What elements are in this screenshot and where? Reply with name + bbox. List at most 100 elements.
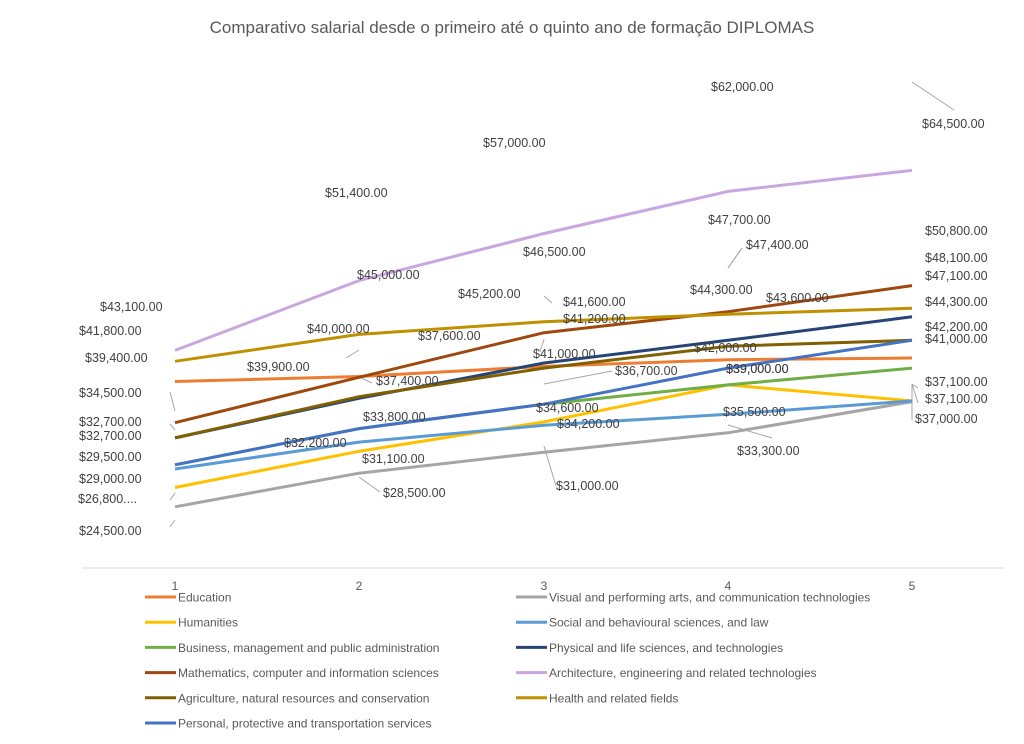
x-tick-label-5: 5 xyxy=(909,579,916,593)
data-label-health-and-related-fields-3: $46,500.00 xyxy=(523,245,586,259)
data-label-mathematics-computer-and-information-sciences-5: $50,800.00 xyxy=(925,224,988,238)
series-lines xyxy=(174,168,913,509)
x-tick-label-1: 1 xyxy=(172,579,179,593)
legend-item-mathematics-computer-and-information-sciences: Mathematics, computer and information sc… xyxy=(145,666,439,680)
data-label-visual-and-performing-arts-and-communication-technologies-5: $37,000.00 xyxy=(915,412,978,426)
data-label-education-4: $42,000.00 xyxy=(694,341,757,355)
leader-line xyxy=(911,383,919,389)
legend-item-health-and-related-fields: Health and related fields xyxy=(516,691,678,705)
data-label-physical-and-life-sciences-and-technologies-1: $32,700.00 xyxy=(79,415,142,429)
data-label-physical-and-life-sciences-and-technologies-5: $47,100.00 xyxy=(925,269,988,283)
leader-line xyxy=(169,519,176,528)
data-label-humanities-5: $37,100.00 xyxy=(925,375,988,389)
series-line-architecture-engineering-and-related-technologies xyxy=(174,168,913,352)
data-label-business-management-and-public-administration-2: $33,800.00 xyxy=(363,410,426,424)
legend-item-architecture-engineering-and-related-technologies: Architecture, engineering and related te… xyxy=(516,666,817,680)
series-line-mathematics-computer-and-information-sciences xyxy=(174,284,913,425)
x-tick-label-4: 4 xyxy=(725,579,732,593)
x-tick-label-2: 2 xyxy=(356,579,363,593)
data-label-education-3: $41,200.00 xyxy=(563,312,626,326)
legend-label: Mathematics, computer and information sc… xyxy=(178,666,439,680)
data-label-health-and-related-fields-1: $41,800.00 xyxy=(79,324,142,338)
data-labels: $39,400.00 $40,000.00 $41,200.00 $42,000.00… xyxy=(78,80,988,538)
series-line-humanities xyxy=(174,383,913,489)
data-label-humanities-4: $39,000.00 xyxy=(726,362,789,376)
leader-line xyxy=(543,370,613,385)
data-label-humanities-3: $34,600.00 xyxy=(536,401,599,415)
series-line-visual-and-performing-arts-and-communication-technologies xyxy=(174,400,913,509)
x-tick-labels: 1 2 3 4 5 xyxy=(172,579,916,593)
data-label-physical-and-life-sciences-and-technologies-2: $37,400.00 xyxy=(376,374,439,388)
series-line-social-and-behavioural-sciences-and-law xyxy=(174,399,913,471)
data-label-agriculture-natural-resources-and-conservation-3: $41,000.00 xyxy=(533,347,596,361)
data-label-mathematics-computer-and-information-sciences-2: $39,900.00 xyxy=(247,360,310,374)
data-label-health-and-related-fields-2: $45,000.00 xyxy=(357,268,420,282)
data-label-physical-and-life-sciences-and-technologies-4: $44,300.00 xyxy=(690,283,753,297)
data-label-mathematics-computer-and-information-sciences-3: $45,200.00 xyxy=(458,287,521,301)
leader-line xyxy=(345,349,360,359)
data-label-education-2: $40,000.00 xyxy=(307,322,370,336)
leader-line xyxy=(358,476,381,493)
legend-label: Education xyxy=(178,591,231,605)
data-label-social-and-behavioural-sciences-and-law-4: $35,500.00 xyxy=(723,405,786,419)
legend-item-physical-and-life-sciences-and-technologies: Physical and life sciences, and technolo… xyxy=(516,641,783,655)
legend-item-visual-and-performing-arts-and-communication-technologies: Visual and performing arts, and communic… xyxy=(516,591,870,605)
leader-line xyxy=(727,424,773,439)
data-label-architecture-engineering-and-related-technologies-4: $62,000.00 xyxy=(711,80,774,94)
data-label-social-and-behavioural-sciences-and-law-3: $34,200.00 xyxy=(557,417,620,431)
legend-label: Physical and life sciences, and technolo… xyxy=(549,641,783,655)
data-label-humanities-1: $26,800.... xyxy=(78,492,137,506)
leader-line xyxy=(727,247,743,269)
chart-title: Comparativo salarial desde o primeiro at… xyxy=(210,18,815,37)
data-label-social-and-behavioural-sciences-and-law-1: $29,000.00 xyxy=(79,472,142,486)
data-label-education-1: $39,400.00 xyxy=(85,351,148,365)
data-label-business-management-and-public-administration-4: $39,000.00 xyxy=(726,362,789,376)
legend-label: Architecture, engineering and related te… xyxy=(549,666,817,680)
legend-item-social-and-behavioural-sciences-and-law: Social and behavioural sciences, and law xyxy=(516,616,769,630)
data-label-agriculture-natural-resources-and-conservation-2: $37,600.00 xyxy=(418,329,481,343)
legend-item-personal-protective-and-transportation-services: Personal, protective and transportation … xyxy=(145,717,431,731)
data-label-leaders xyxy=(169,81,955,528)
series-line-business-management-and-public-administration xyxy=(174,366,913,467)
legend-item-education: Education xyxy=(145,591,231,605)
data-label-business-management-and-public-administration-3: $36,700.00 xyxy=(615,364,678,378)
leader-line xyxy=(911,383,919,404)
legend-label: Humanities xyxy=(178,616,238,630)
data-label-health-and-related-fields-5: $48,100.00 xyxy=(925,251,988,265)
data-label-architecture-engineering-and-related-technologies-2: $51,400.00 xyxy=(325,186,388,200)
legend: Education Visual and performing arts, and… xyxy=(145,591,870,731)
legend-label: Health and related fields xyxy=(549,691,678,705)
data-label-architecture-engineering-and-related-technologies-5: $64,500.00 xyxy=(922,117,985,131)
x-tick-label-3: 3 xyxy=(541,579,548,593)
series-line-agriculture-natural-resources-and-conservation xyxy=(174,338,913,440)
data-label-humanities-2: $31,100.00 xyxy=(362,452,425,466)
data-label-architecture-engineering-and-related-technologies-3: $57,000.00 xyxy=(483,136,546,150)
legend-label: Personal, protective and transportation … xyxy=(178,717,431,731)
leader-line xyxy=(911,81,955,111)
legend-item-humanities: Humanities xyxy=(145,616,238,630)
legend-item-business-management-and-public-administration: Business, management and public administ… xyxy=(145,641,439,655)
leader-line xyxy=(169,492,176,501)
series-line-health-and-related-fields xyxy=(174,306,913,363)
data-label-visual-and-performing-arts-and-communication-technologies-3: $31,000.00 xyxy=(556,479,619,493)
legend-label: Business, management and public administ… xyxy=(178,641,439,655)
data-label-visual-and-performing-arts-and-communication-technologies-2: $28,500.00 xyxy=(383,486,446,500)
legend-label: Agriculture, natural resources and conse… xyxy=(178,691,429,705)
data-label-agriculture-natural-resources-and-conservation-5: $44,300.00 xyxy=(925,295,988,309)
leader-line xyxy=(543,295,553,304)
leader-line xyxy=(169,423,176,431)
leader-line xyxy=(539,338,545,353)
data-label-social-and-behavioural-sciences-and-law-5: $37,100.00 xyxy=(925,392,988,406)
data-label-physical-and-life-sciences-and-technologies-3: $41,600.00 xyxy=(563,295,626,309)
data-label-visual-and-performing-arts-and-communication-technologies-1: $24,500.00 xyxy=(79,524,142,538)
legend-item-agriculture-natural-resources-and-conservation: Agriculture, natural resources and conse… xyxy=(145,691,429,705)
data-label-social-and-behavioural-sciences-and-law-2: $32,200.00 xyxy=(284,436,347,450)
data-label-visual-and-performing-arts-and-communication-technologies-4: $33,300.00 xyxy=(737,444,800,458)
data-label-business-management-and-public-administration-5: $41,000.00 xyxy=(925,332,988,346)
data-label-business-management-and-public-administration-1: $29,500.00 xyxy=(79,450,142,464)
legend-label: Social and behavioural sciences, and law xyxy=(549,616,769,630)
data-label-agriculture-natural-resources-and-conservation-4: $43,600.00 xyxy=(766,291,829,305)
data-label-education-5: $42,200.00 xyxy=(925,320,988,334)
